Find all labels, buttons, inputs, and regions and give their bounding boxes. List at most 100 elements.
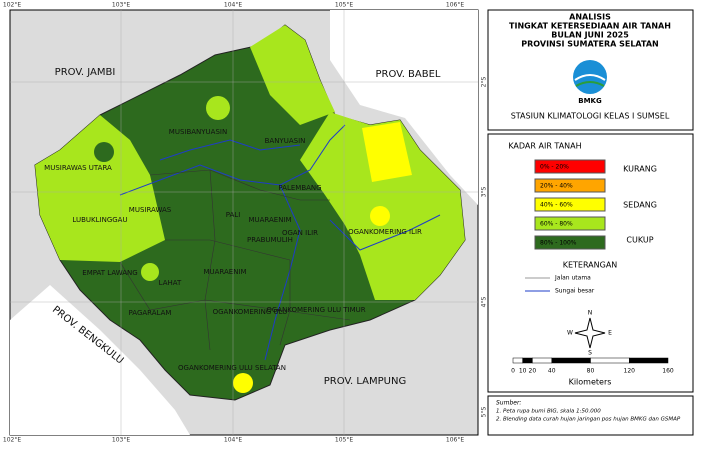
map-label: PROV. LAMPUNG [324, 376, 406, 387]
map-label: OGANKOMERING ILIR [348, 228, 422, 236]
graticule-label: 105°E [335, 2, 353, 9]
graticule-label: 106°E [446, 2, 464, 9]
map-label: LUBUKLINGGAU [72, 216, 127, 224]
zone [206, 96, 230, 120]
map-label: OGANKOMERING ULU TIMUR [266, 306, 365, 314]
map-label: BANYUASIN [265, 137, 306, 145]
legend-box [487, 133, 694, 393]
graticule-label: 5°S [481, 407, 488, 418]
source-title: Sumber: [496, 400, 521, 407]
scale-segment [532, 357, 552, 364]
graticule-label: 103°E [112, 2, 130, 9]
map-label: LAHAT [159, 279, 182, 287]
zone [370, 206, 390, 226]
legend-label: 0% - 20% [540, 164, 569, 171]
scale-segment [551, 357, 591, 364]
title-line: ANALISIS [569, 13, 611, 22]
scale-segment [522, 357, 533, 364]
scale-tick: 0 [511, 368, 515, 375]
scale-tick: 20 [529, 368, 537, 375]
scale-segment [590, 357, 630, 364]
logo-text: BMKG [578, 97, 602, 105]
graticule-label: 105°E [335, 437, 353, 444]
compass-label: S [588, 350, 592, 357]
map-label: MUARAENIM [248, 216, 291, 224]
scale-tick: 80 [587, 368, 595, 375]
map-label: PALI [226, 211, 241, 219]
zone [141, 263, 159, 281]
graticule-label: 104°E [224, 437, 242, 444]
station: STASIUN KLIMATOLOGI KELAS I SUMSEL [511, 112, 670, 121]
source-item: 1. Peta rupa bumi BIG, skala 1:50.000 [496, 409, 601, 415]
legend-label: 80% - 100% [540, 240, 577, 247]
graticule-label: 104°E [224, 2, 242, 9]
boundaries [119, 169, 351, 351]
graticule-label: 103°E [112, 437, 130, 444]
logo-wave [575, 81, 605, 87]
compass-label: W [567, 330, 573, 337]
legend-label: 20% - 40% [540, 183, 573, 190]
scale-tick: 10 [519, 368, 527, 375]
scale-unit: Kilometers [569, 378, 612, 387]
compass-label: N [588, 310, 593, 317]
source-box [487, 395, 694, 436]
zone [362, 122, 412, 182]
legend-group: KURANG [623, 165, 657, 174]
sea [330, 10, 478, 205]
graticule-label: 3°S [481, 187, 488, 198]
note: Sungai besar [555, 288, 595, 295]
note: Jalan utama [554, 275, 591, 282]
scale-tick: 160 [662, 368, 674, 375]
map-label: OGANKOMERING ULU SELATAN [178, 364, 286, 372]
graticule-label: 102°E [3, 437, 21, 444]
legend-swatch [534, 197, 606, 212]
map-label: PRABUMULIH [247, 236, 293, 244]
source-item: 2. Blending data curah hujan jaringan po… [496, 417, 681, 423]
legend-swatch [534, 178, 606, 193]
scale-tick: 120 [624, 368, 636, 375]
logo-mark [573, 60, 607, 94]
map-label: OGAN ILIR [282, 229, 318, 237]
zone [233, 373, 253, 393]
zone [94, 142, 114, 162]
scale-segment [512, 357, 523, 364]
graticule-label: 4°S [481, 297, 488, 308]
graticule-label: 102°E [3, 2, 21, 9]
map-label: PAGARALAM [129, 309, 172, 317]
scale-segment [629, 357, 669, 364]
map-label: OGANKOMERING ULU [213, 308, 288, 316]
legend-label: 40% - 60% [540, 202, 573, 209]
logo-wave [574, 74, 606, 81]
graticule-label: 106°E [446, 437, 464, 444]
legend-label: 60% - 80% [540, 221, 573, 228]
map-label: PROV. JAMBI [55, 67, 116, 78]
map-label: MUSIRAWAS UTARA [44, 164, 112, 172]
graticule-label: 2°S [481, 77, 488, 88]
compass [574, 317, 606, 349]
legend-title: KADAR AIR TANAH [508, 142, 581, 151]
compass-label: E [608, 330, 612, 337]
map-label: PROV. BABEL [375, 69, 440, 80]
map-label: MUARAENIM [203, 268, 246, 276]
scale-tick: 40 [548, 368, 556, 375]
map-label: EMPAT LAWANG [82, 269, 137, 277]
legend-swatch [534, 216, 606, 231]
legend-swatch [534, 235, 606, 250]
map-label: PALEMBANG [278, 184, 321, 192]
notes-title: KETERANGAN [563, 261, 618, 270]
zone [35, 115, 165, 262]
title-line: BULAN JUNI 2025 [551, 31, 629, 40]
legend-swatch [534, 159, 606, 174]
zone [300, 112, 465, 300]
legend-group: CUKUP [626, 236, 653, 245]
map-label: MUSIRAWAS [129, 206, 172, 214]
map-label: MUSIBANYUASIN [169, 128, 227, 136]
graticule [10, 10, 478, 435]
map: 102°E 103°E 104°E 105°E 106°E 102°E 103°E 104°E… [3, 2, 488, 444]
legend-group: SEDANG [623, 201, 657, 210]
zone [250, 25, 335, 125]
title-line: PROVINSI SUMATERA SELATAN [521, 40, 658, 49]
title-line: TINGKAT KETERSEDIAAN AIR TANAH [509, 22, 671, 31]
